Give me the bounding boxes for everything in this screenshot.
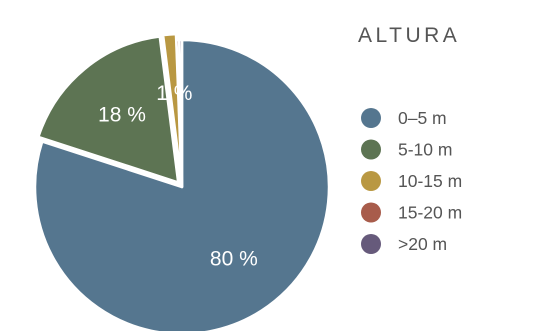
legend-label-3: 10-15 m [398, 171, 462, 191]
legend-marker-2 [361, 139, 381, 160]
legend-marker-1 [361, 108, 381, 128]
data-label-1: 80 % [210, 247, 258, 270]
legend-marker-5 [361, 234, 381, 254]
legend-label-2: 5-10 m [398, 140, 452, 160]
legend-label-1: 0–5 m [398, 108, 447, 128]
data-label-3: 1 % [156, 82, 192, 105]
pie-slices [33, 32, 331, 331]
legend: 0–5 m 5-10 m 10-15 m 15-20 m >20 m [361, 108, 462, 254]
pie-data-labels: 80 % 18 % 1 % [98, 82, 258, 270]
pie-slice-5 [177, 38, 184, 189]
legend-marker-4 [361, 202, 381, 223]
pie-slice-2 [37, 35, 180, 184]
legend-marker-3 [361, 171, 381, 191]
data-label-2: 18 % [98, 103, 146, 126]
legend-label-5: >20 m [398, 234, 447, 254]
chart-title: ALTURA [358, 24, 460, 47]
legend-label-4: 15-20 m [398, 203, 462, 223]
